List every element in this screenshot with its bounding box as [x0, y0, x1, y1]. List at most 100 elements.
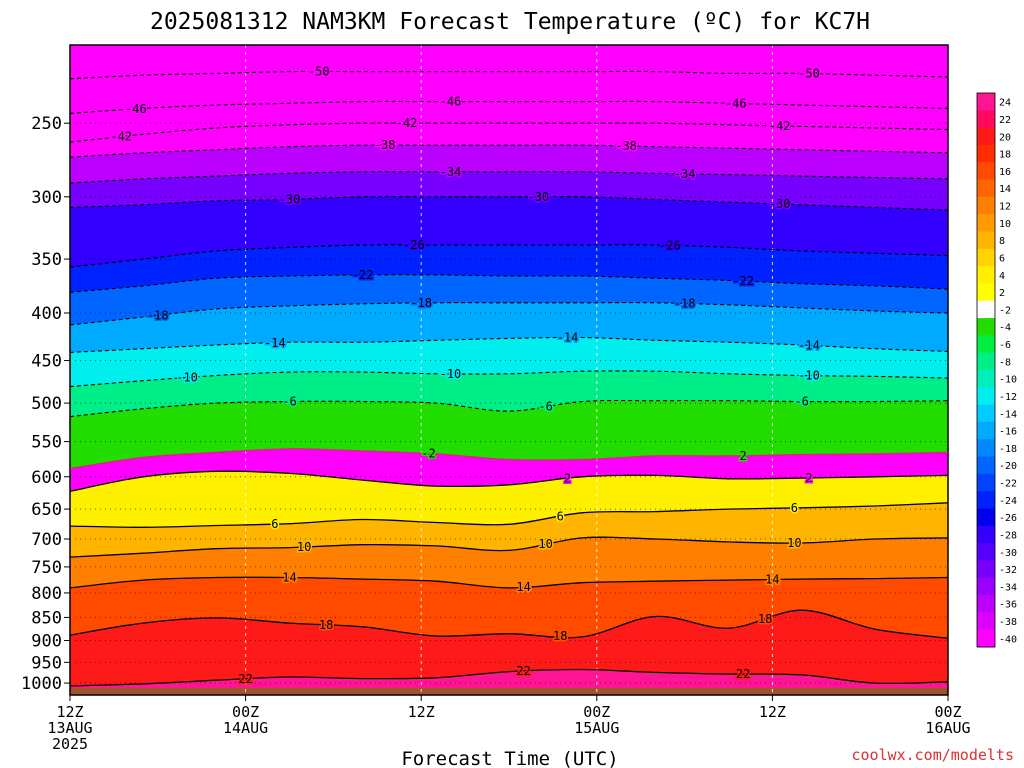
isotherm-label: -10 — [176, 371, 198, 385]
isotherm-label: -2 — [421, 447, 435, 461]
isotherm-label: -42 — [396, 116, 418, 130]
isotherm-label: 2 — [805, 471, 812, 485]
colorbar-label: -30 — [999, 548, 1017, 559]
isotherm-label: -34 — [440, 165, 462, 179]
colorbar-label: -22 — [999, 479, 1017, 490]
colorbar-label: 18 — [999, 150, 1011, 161]
x-axis-label: Forecast Time (UTC) — [401, 748, 618, 768]
colorbar-swatch — [977, 352, 995, 371]
colorbar-label: 14 — [999, 184, 1011, 195]
isotherm-label: -14 — [798, 338, 820, 352]
colorbar-label: 20 — [999, 132, 1011, 143]
y-tick-label: 500 — [31, 394, 62, 414]
isotherm-label: -26 — [403, 238, 425, 252]
isotherm-label: 14 — [282, 571, 296, 585]
colorbar-label: 10 — [999, 219, 1011, 230]
colorbar-swatch — [977, 577, 995, 596]
colorbar-label: 2 — [999, 288, 1005, 299]
colorbar-label: -20 — [999, 461, 1017, 472]
x-tick-label: 15AUG — [574, 719, 619, 737]
isotherm-10 — [69, 536, 949, 558]
y-tick-label: 450 — [31, 352, 62, 372]
colorbar-swatch — [977, 404, 995, 423]
isotherm-18 — [69, 609, 949, 639]
x-tick-label: 12Z — [759, 703, 786, 721]
y-tick-label: 750 — [31, 558, 62, 578]
colorbar-swatch — [977, 127, 995, 146]
colorbar-swatch — [977, 560, 995, 579]
plot-area — [69, 44, 949, 696]
isotherm-2 — [69, 470, 949, 492]
isotherm-label: 6 — [271, 517, 278, 531]
y-tick-label: 900 — [31, 632, 62, 652]
isotherm-label: -6 — [794, 395, 808, 409]
colorbar-label: -24 — [999, 496, 1017, 507]
isotherm-label: -22 — [732, 274, 754, 288]
colorbar-swatch — [977, 387, 995, 406]
colorbar-swatch — [977, 595, 995, 613]
isotherm-label: 18 — [319, 618, 333, 632]
colorbar-swatch — [977, 283, 995, 302]
colorbar-swatch — [977, 179, 995, 198]
isotherm-label: -18 — [674, 297, 696, 311]
isotherm-label: 2 — [564, 471, 571, 485]
colorbar-label: -2 — [999, 305, 1011, 316]
colorbar-swatch — [977, 196, 995, 215]
colorbar-swatch — [977, 629, 995, 648]
y-tick-label: 700 — [31, 530, 62, 550]
colorbar-swatch — [977, 456, 995, 475]
credit-text: coolwx.com/modelts — [851, 746, 1014, 764]
isotherm-6 — [69, 502, 949, 528]
chart-title: 2025081312 NAM3KM Forecast Temperature (… — [150, 9, 870, 35]
x-tick-label: 14AUG — [223, 719, 268, 737]
isotherm-label: 22 — [238, 672, 252, 686]
x-tick-label: 12Z — [408, 703, 435, 721]
isotherm-label: 10 — [538, 537, 552, 551]
isotherm-label: 6 — [557, 509, 564, 523]
colorbar-swatch — [977, 525, 995, 544]
colorbar-label: -36 — [999, 600, 1017, 611]
x-tick-label: 00Z — [934, 703, 961, 721]
isotherm--50 — [69, 70, 949, 80]
colorbar-swatch — [977, 318, 995, 336]
colorbar-swatch — [977, 508, 995, 527]
y-tick-label: 800 — [31, 584, 62, 604]
isotherm-label: -42 — [110, 130, 132, 144]
colorbar-label: -32 — [999, 565, 1017, 576]
y-tick-label: 1000 — [21, 674, 62, 694]
colorbar-swatch — [977, 266, 995, 284]
colorbar-label: 6 — [999, 253, 1005, 264]
colorbar-label: -18 — [999, 444, 1017, 455]
colorbar-label: -8 — [999, 357, 1011, 368]
y-axis: 250 300 350 400 450 500 550 600 650 700 750 800 850 9… — [21, 114, 70, 694]
colorbar-swatch — [977, 491, 995, 509]
isotherm--26 — [69, 244, 949, 268]
y-tick-label: 400 — [31, 304, 62, 324]
colorbar-swatch — [977, 93, 995, 111]
isotherm-label: -18 — [147, 308, 169, 322]
colorbar-swatch — [977, 335, 995, 354]
band-below--50 — [70, 45, 948, 79]
colorbar-label: -12 — [999, 392, 1017, 403]
colorbar-swatch — [977, 421, 995, 440]
y-tick-label: 850 — [31, 608, 62, 628]
colorbar-label: 8 — [999, 236, 1005, 247]
isotherm--18 — [69, 302, 949, 326]
y-tick-label: 550 — [31, 433, 62, 453]
colorbar-label: 12 — [999, 202, 1011, 213]
isotherm-label: -30 — [279, 192, 301, 206]
isotherm-label: 10 — [297, 540, 311, 554]
x-tick-label: 2025 — [52, 735, 88, 753]
isotherm-label: 22 — [516, 664, 530, 678]
isotherm-label: 14 — [516, 580, 530, 594]
colorbar-label: -26 — [999, 513, 1017, 524]
colorbar-label: 22 — [999, 115, 1011, 126]
isotherm-label: 22 — [736, 667, 750, 681]
isotherm-label: 10 — [787, 536, 801, 550]
isotherm-14 — [69, 576, 949, 589]
x-tick-label: 00Z — [232, 703, 259, 721]
y-tick-label: 350 — [31, 250, 62, 270]
